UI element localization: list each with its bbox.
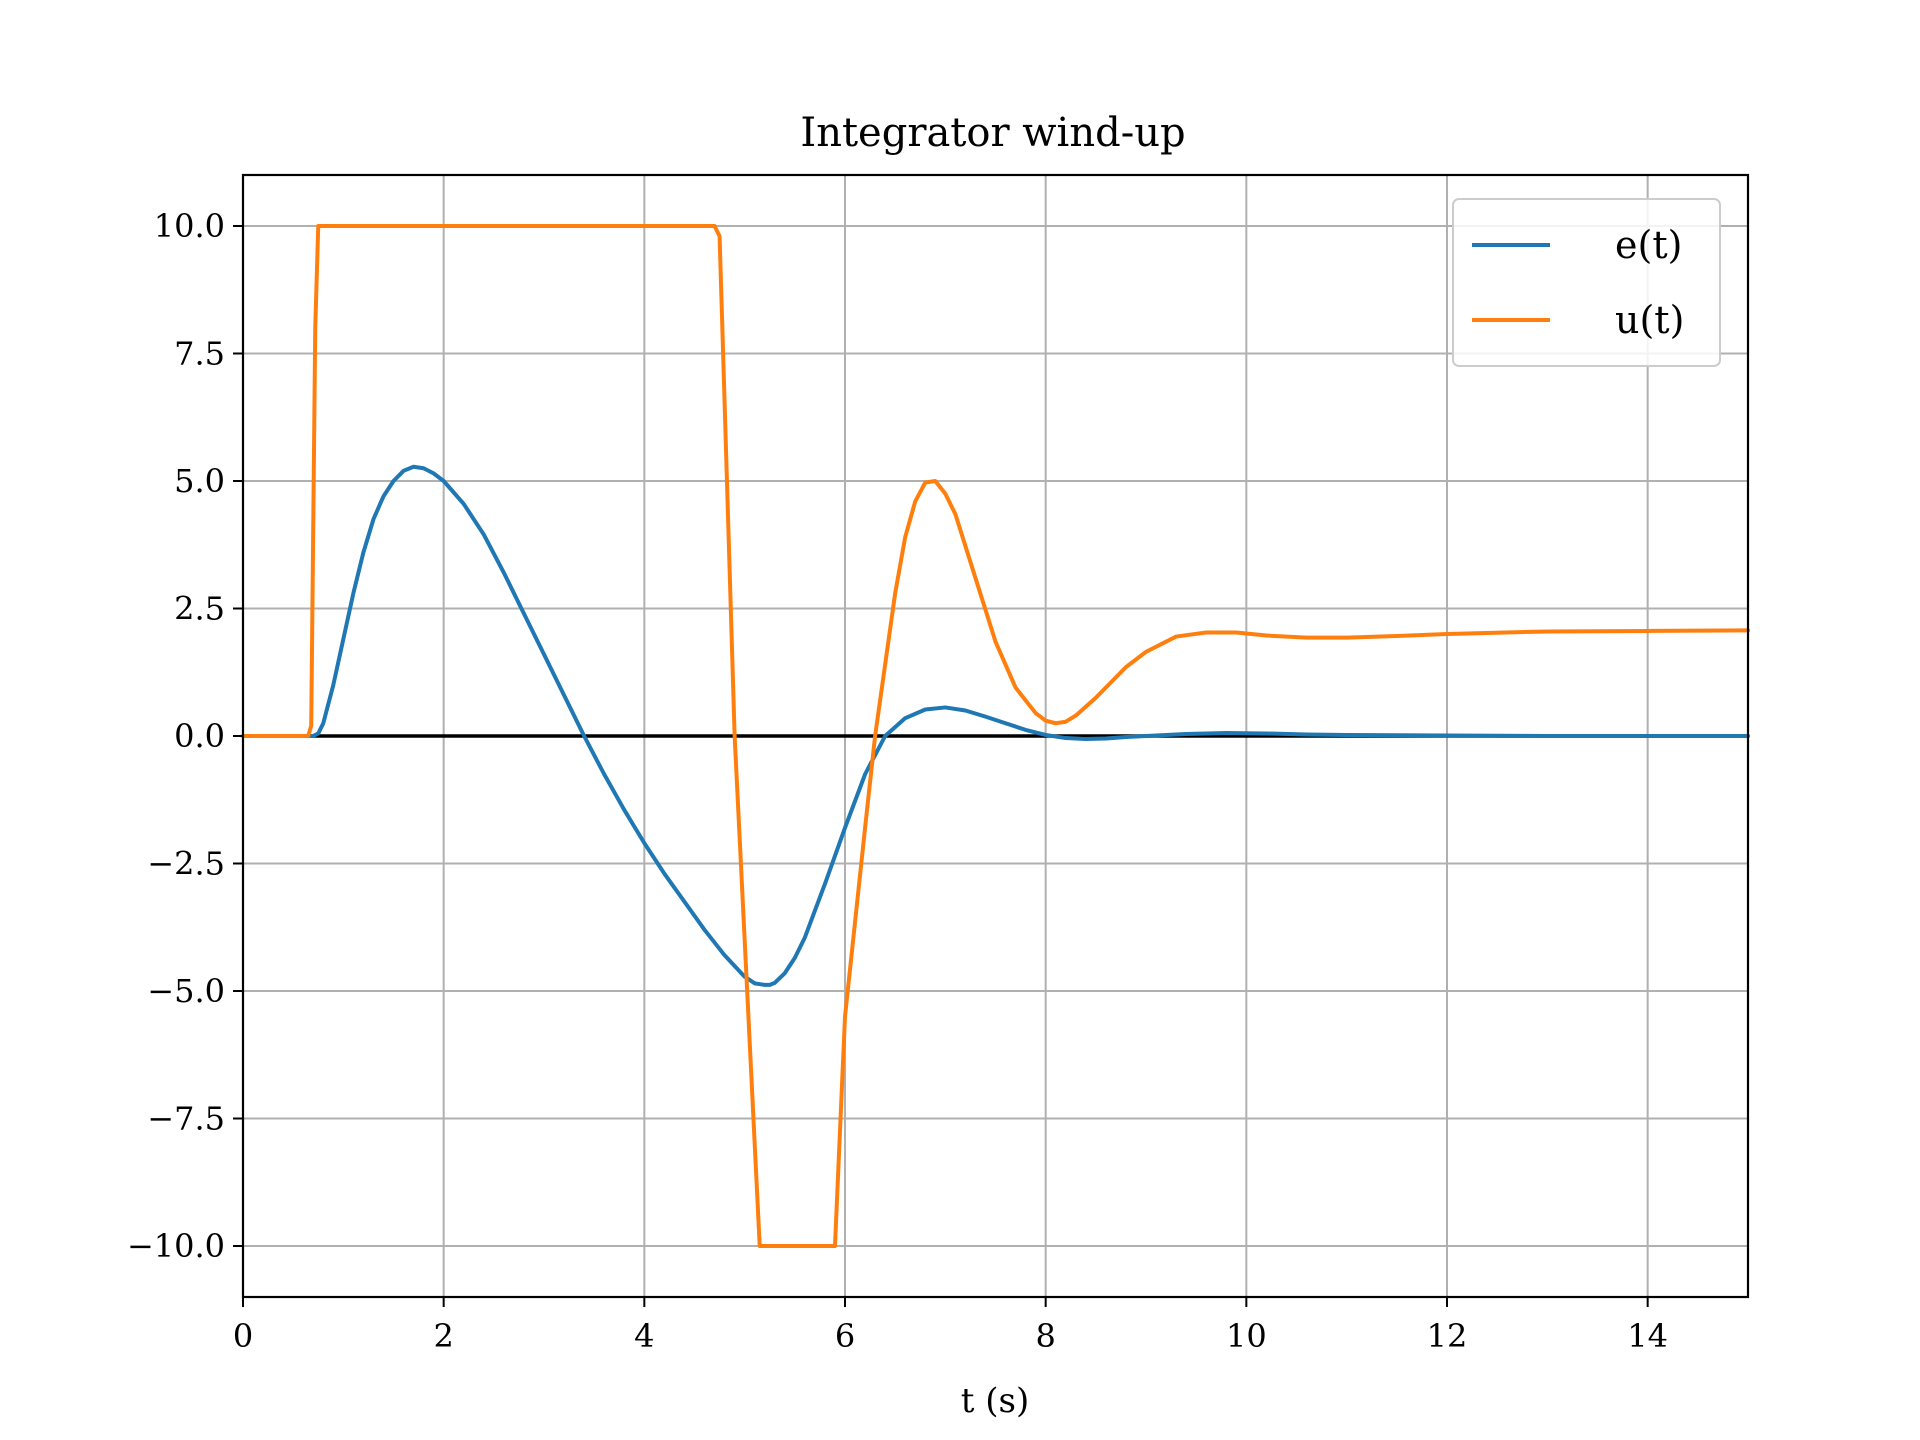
y-tick-label: 2.5 bbox=[174, 590, 225, 628]
series-line-1 bbox=[241, 224, 1750, 1248]
x-axis-ticks: 0 2 4 6 8 10 12 14 bbox=[233, 1297, 1668, 1355]
legend-box bbox=[1452, 198, 1721, 367]
y-tick-label: −7.5 bbox=[147, 1100, 225, 1138]
x-tick-label: 4 bbox=[634, 1317, 654, 1355]
x-tick-label: 12 bbox=[1427, 1317, 1468, 1355]
series-line-0 bbox=[241, 464, 1750, 987]
y-tick-label: 0.0 bbox=[174, 717, 225, 755]
legend: e(t) u(t) bbox=[1452, 198, 1721, 367]
series-lines bbox=[241, 224, 1750, 1248]
x-tick-label: 2 bbox=[433, 1317, 453, 1355]
x-tick-label: 0 bbox=[233, 1317, 253, 1355]
x-tick-label: 10 bbox=[1226, 1317, 1267, 1355]
legend-label: u(t) bbox=[1615, 298, 1684, 342]
y-tick-label: 10.0 bbox=[154, 207, 225, 245]
legend-label: e(t) bbox=[1615, 223, 1682, 267]
x-tick-label: 8 bbox=[1035, 1317, 1055, 1355]
x-axis-label: t (s) bbox=[961, 1381, 1029, 1421]
y-tick-label: 5.0 bbox=[174, 462, 225, 500]
y-tick-label: −2.5 bbox=[147, 845, 225, 883]
x-tick-label: 6 bbox=[835, 1317, 855, 1355]
chart-title: Integrator wind-up bbox=[800, 110, 1185, 156]
y-axis-ticks: 10.0 7.5 5.0 2.5 0.0 −2.5 −5.0 −7.5 −10.0 bbox=[127, 207, 243, 1265]
x-tick-label: 14 bbox=[1627, 1317, 1668, 1355]
y-tick-label: −5.0 bbox=[147, 972, 225, 1010]
y-tick-label: −10.0 bbox=[127, 1227, 225, 1265]
y-tick-label: 7.5 bbox=[174, 335, 225, 373]
